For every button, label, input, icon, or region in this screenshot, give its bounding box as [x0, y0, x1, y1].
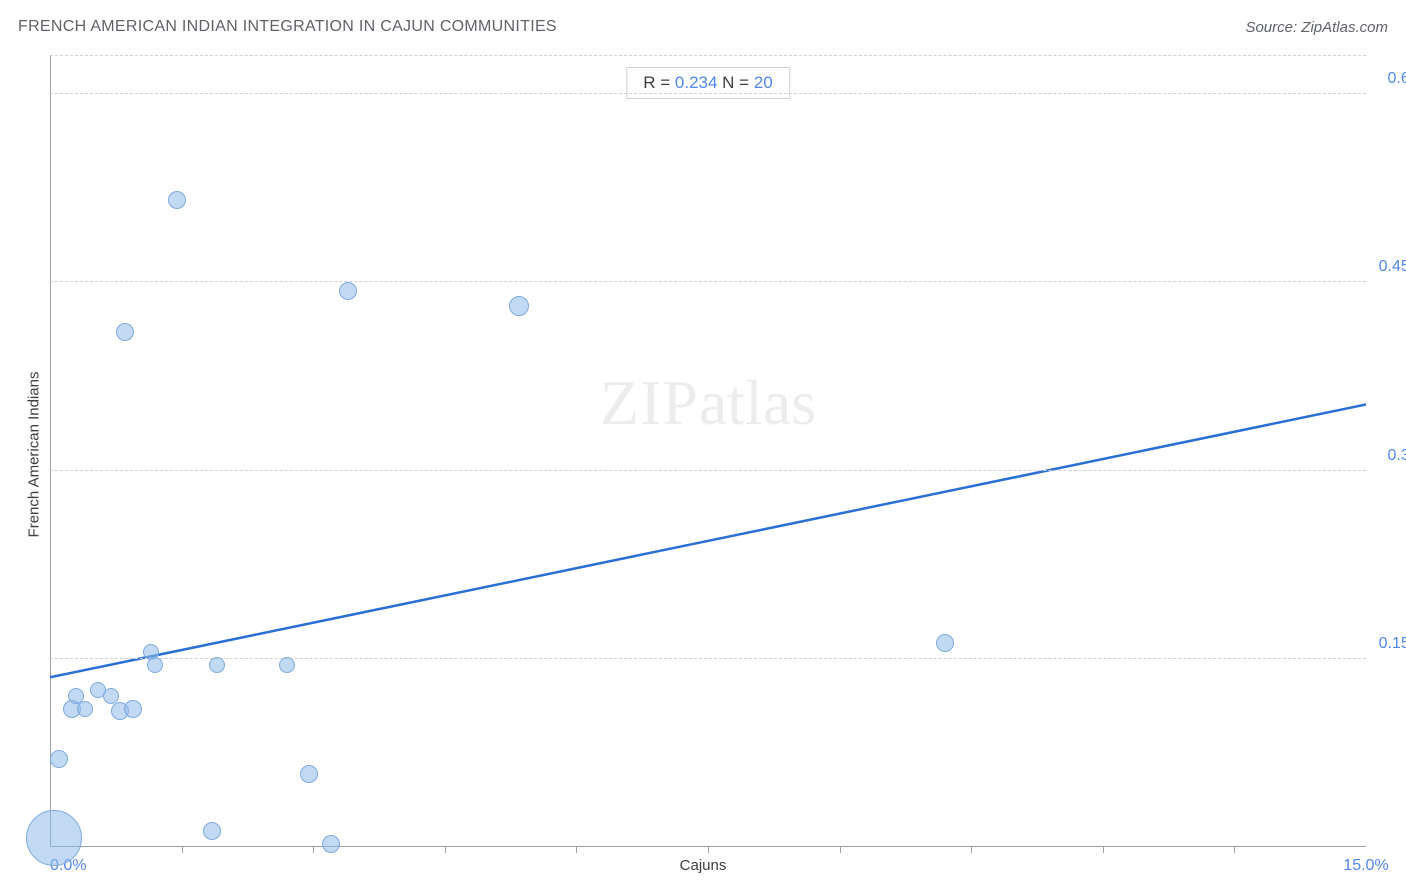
- stats-box: R = 0.234 N = 20: [626, 67, 790, 99]
- x-tick: [708, 847, 709, 853]
- x-tick: [445, 847, 446, 853]
- x-tick-label: 15.0%: [1343, 857, 1388, 875]
- x-tick: [971, 847, 972, 853]
- x-tick: [840, 847, 841, 853]
- n-value: 20: [754, 73, 773, 92]
- data-point: [203, 822, 221, 840]
- grid-line: [50, 470, 1366, 471]
- x-tick: [1103, 847, 1104, 853]
- watermark-zip: ZIP: [600, 367, 699, 438]
- y-axis-line: [50, 55, 51, 847]
- y-axis-label: French American Indians: [26, 372, 43, 538]
- data-point: [147, 657, 163, 673]
- x-tick: [182, 847, 183, 853]
- chart-title: FRENCH AMERICAN INDIAN INTEGRATION IN CA…: [18, 18, 557, 36]
- y-tick-label: 0.6%: [1374, 70, 1406, 88]
- data-point: [300, 765, 318, 783]
- grid-line: [50, 93, 1366, 94]
- data-point: [26, 810, 82, 866]
- source-label: Source: ZipAtlas.com: [1245, 19, 1388, 36]
- r-label: R =: [643, 73, 675, 92]
- n-label: N =: [717, 73, 753, 92]
- watermark: ZIPatlas: [600, 366, 816, 440]
- y-tick-label: 0.45%: [1374, 258, 1406, 276]
- data-point: [209, 657, 225, 673]
- watermark-atlas: atlas: [699, 367, 816, 438]
- data-point: [116, 323, 134, 341]
- trend-line: [50, 55, 1366, 847]
- data-point: [509, 296, 529, 316]
- x-tick: [313, 847, 314, 853]
- r-value: 0.234: [675, 73, 718, 92]
- data-point: [77, 701, 93, 717]
- y-tick-label: 0.3%: [1374, 447, 1406, 465]
- y-tick-label: 0.15%: [1374, 635, 1406, 653]
- data-point: [124, 700, 142, 718]
- data-point: [339, 282, 357, 300]
- data-point: [168, 191, 186, 209]
- data-point: [50, 750, 68, 768]
- x-tick: [576, 847, 577, 853]
- data-point: [322, 835, 340, 853]
- data-point: [936, 634, 954, 652]
- data-point: [279, 657, 295, 673]
- x-tick: [1234, 847, 1235, 853]
- grid-line: [50, 55, 1366, 56]
- x-axis-label: Cajuns: [680, 857, 727, 874]
- chart-plot-area: ZIPatlas R = 0.234 N = 20 0.15%0.3%0.45%…: [50, 55, 1366, 847]
- grid-line: [50, 658, 1366, 659]
- grid-line: [50, 281, 1366, 282]
